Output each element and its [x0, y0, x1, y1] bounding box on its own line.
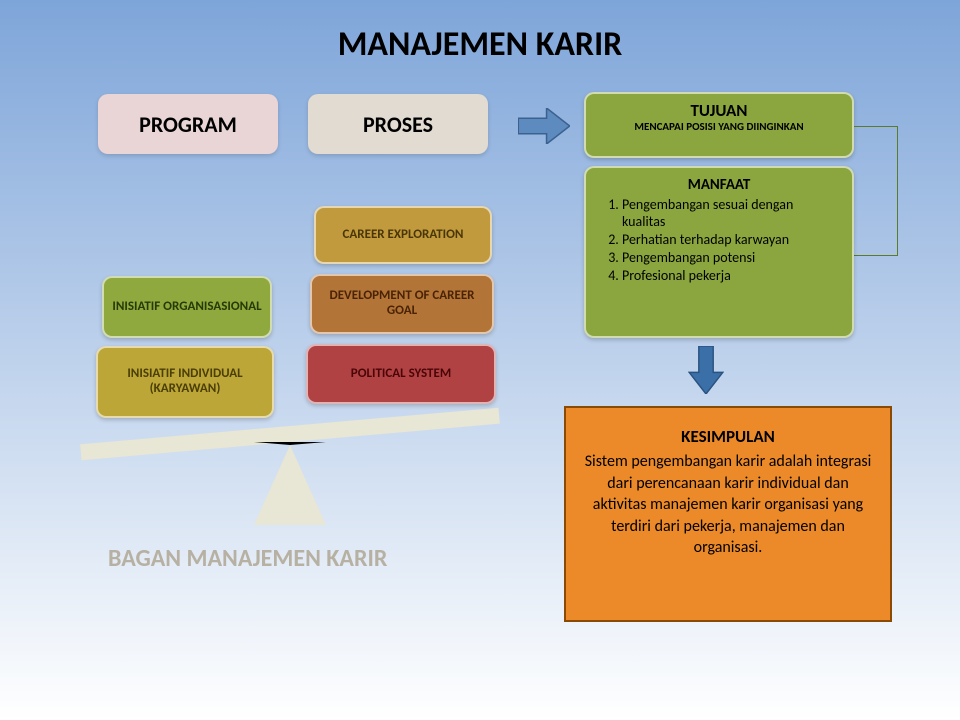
- tujuan-title: TUJUAN: [596, 100, 842, 121]
- right-block-2: POLITICAL SYSTEM: [306, 344, 496, 404]
- right-block-1: DEVELOPMENT OF CAREER GOAL: [310, 274, 494, 334]
- arrow-down-icon: [688, 346, 724, 394]
- manfaat-item: Pengembangan sesuai dengan kualitas: [622, 196, 838, 230]
- kesimpulan-title: KESIMPULAN: [584, 426, 872, 447]
- kesimpulan-box: KESIMPULAN Sistem pengembangan karir ada…: [564, 406, 892, 622]
- manfaat-title: MANFAAT: [600, 176, 838, 194]
- manfaat-item: Profesional pekerja: [622, 267, 838, 284]
- right-block-0: CAREER EXPLORATION: [314, 206, 492, 264]
- arrow-right-icon: [518, 108, 570, 144]
- seesaw-caption: BAGAN MANAJEMEN KARIR: [108, 544, 387, 573]
- slide-title: MANAJEMEN KARIR: [0, 24, 960, 65]
- tujuan-box: TUJUAN MENCAPAI POSISI YANG DIINGINKAN: [584, 92, 854, 158]
- left-block-1: INISIATIF INDIVIDUAL (KARYAWAN): [96, 346, 274, 418]
- connector-bracket: [854, 126, 898, 256]
- header-program: PROGRAM: [98, 94, 278, 154]
- tujuan-subtitle: MENCAPAI POSISI YANG DIINGINKAN: [596, 121, 842, 133]
- left-block-0: INISIATIF ORGANISASIONAL: [102, 276, 272, 338]
- manfaat-item: Pengembangan potensi: [622, 249, 838, 266]
- kesimpulan-body: Sistem pengembangan karir adalah integra…: [584, 451, 872, 559]
- manfaat-list: Pengembangan sesuai dengan kualitas Perh…: [600, 196, 838, 284]
- manfaat-box: MANFAAT Pengembangan sesuai dengan kuali…: [584, 166, 854, 338]
- seesaw-fulcrum: [254, 442, 326, 525]
- header-proses: PROSES: [308, 94, 488, 154]
- manfaat-item: Perhatian terhadap karwayan: [622, 231, 838, 248]
